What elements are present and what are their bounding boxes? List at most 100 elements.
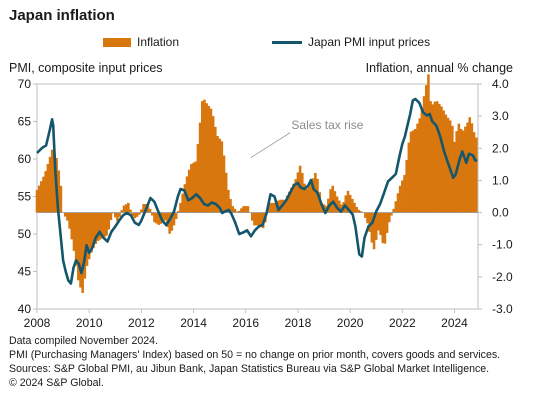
inflation-bar bbox=[346, 190, 350, 213]
inflation-bar bbox=[200, 101, 204, 213]
inflation-bar bbox=[344, 195, 348, 213]
inflation-bar bbox=[420, 108, 424, 213]
inflation-bar bbox=[290, 187, 293, 213]
x-tick-label: 2020 bbox=[337, 316, 364, 330]
inflation-bar bbox=[240, 208, 243, 213]
inflation-bar bbox=[253, 212, 256, 226]
inflation-bar bbox=[474, 137, 478, 213]
inflation-bar bbox=[368, 212, 371, 232]
inflation-bar bbox=[157, 212, 161, 225]
inflation-bar bbox=[127, 202, 130, 213]
inflation-bar bbox=[461, 130, 465, 213]
inflation-bar bbox=[274, 201, 278, 213]
inflation-bar bbox=[66, 212, 69, 221]
annotation-sales-tax: Sales tax rise bbox=[291, 118, 363, 132]
inflation-bar bbox=[222, 155, 226, 213]
inflation-bar bbox=[214, 126, 217, 213]
inflation-bar bbox=[242, 206, 245, 213]
inflation-bar bbox=[74, 212, 78, 266]
inflation-bar bbox=[351, 198, 354, 213]
left-tick-label: 40 bbox=[18, 302, 32, 316]
inflation-bar bbox=[233, 208, 237, 213]
right-tick-label: 2.0 bbox=[492, 141, 509, 155]
inflation-bar bbox=[383, 212, 387, 244]
inflation-bar bbox=[353, 202, 356, 213]
x-tick-label: 2018 bbox=[285, 316, 312, 330]
inflation-bar bbox=[466, 122, 469, 213]
inflation-bar bbox=[407, 142, 411, 213]
inflation-bar bbox=[438, 103, 441, 213]
inflation-bar bbox=[53, 152, 56, 213]
left-tick-label: 65 bbox=[18, 115, 32, 129]
inflation-bar bbox=[48, 156, 52, 213]
inflation-bar bbox=[94, 212, 98, 244]
inflation-bar bbox=[37, 185, 41, 213]
inflation-bar bbox=[192, 162, 195, 213]
inflation-bar bbox=[146, 205, 150, 213]
inflation-bar bbox=[405, 160, 408, 213]
inflation-bar bbox=[457, 123, 461, 213]
inflation-bar bbox=[172, 212, 176, 226]
inflation-bar bbox=[129, 209, 132, 213]
inflation-bar bbox=[303, 183, 306, 213]
inflation-bar bbox=[250, 212, 254, 221]
inflation-bar bbox=[357, 209, 361, 213]
pmi-line bbox=[36, 97, 478, 285]
x-tick-label: 2024 bbox=[441, 316, 468, 330]
right-tick-label: 4.0 bbox=[492, 77, 509, 91]
inflation-bar bbox=[81, 212, 84, 293]
legend-item-inflation: Inflation bbox=[103, 35, 179, 49]
left-tick-label: 50 bbox=[18, 227, 32, 241]
x-tick-label: 2014 bbox=[180, 316, 207, 330]
inflation-bar bbox=[311, 178, 315, 213]
inflation-bar bbox=[398, 185, 402, 213]
right-axis-title: Inflation, annual % change bbox=[365, 61, 513, 75]
legend-swatch-pmi bbox=[272, 40, 302, 44]
footnotes: Data compiled November 2024. PMI (Purcha… bbox=[9, 334, 500, 390]
inflation-bar bbox=[296, 172, 300, 213]
inflation-bar bbox=[411, 130, 415, 213]
annotation-leader-line bbox=[250, 132, 291, 158]
inflation-bar bbox=[111, 212, 115, 214]
inflation-bar bbox=[79, 212, 82, 288]
inflation-bar bbox=[207, 105, 211, 213]
inflation-bar bbox=[394, 201, 398, 213]
inflation-bar bbox=[401, 180, 404, 213]
inflation-bar bbox=[268, 202, 271, 213]
x-tick-label: 2016 bbox=[232, 316, 259, 330]
inflation-bar bbox=[294, 179, 298, 213]
inflation-bar bbox=[124, 204, 128, 213]
left-tick-label: 60 bbox=[18, 152, 32, 166]
inflation-bar bbox=[98, 212, 102, 240]
inflation-bar bbox=[329, 189, 332, 213]
inflation-bar bbox=[468, 117, 472, 213]
inflation-bar bbox=[120, 210, 124, 213]
inflation-bar bbox=[35, 190, 39, 213]
legend-swatch-inflation bbox=[103, 37, 131, 47]
inflation-bar bbox=[57, 170, 61, 213]
inflation-bar bbox=[107, 212, 111, 230]
inflation-bar bbox=[390, 212, 393, 216]
inflation-bar bbox=[348, 194, 352, 213]
inflation-bar bbox=[77, 212, 80, 281]
inflation-bar bbox=[366, 212, 369, 224]
inflation-bar bbox=[85, 212, 89, 266]
inflation-bar bbox=[227, 189, 230, 213]
inflation-bar bbox=[440, 106, 443, 213]
inflation-bar bbox=[168, 212, 171, 234]
inflation-bar bbox=[272, 202, 276, 213]
right-tick-label: 1.0 bbox=[492, 173, 509, 187]
inflation-bar bbox=[40, 181, 43, 213]
inflation-bar bbox=[451, 125, 454, 213]
inflation-bar bbox=[337, 200, 341, 213]
inflation-bar bbox=[187, 169, 191, 213]
inflation-bar bbox=[416, 123, 419, 213]
inflation-bar bbox=[196, 144, 200, 213]
inflation-bar bbox=[255, 212, 258, 226]
inflation-bar bbox=[203, 99, 206, 213]
inflation-bar bbox=[177, 210, 180, 213]
inflation-bar bbox=[307, 186, 311, 213]
legend-item-pmi: Japan PMI input prices bbox=[272, 35, 430, 49]
legend-label-inflation: Inflation bbox=[137, 35, 180, 49]
inflation-bar bbox=[109, 212, 113, 221]
